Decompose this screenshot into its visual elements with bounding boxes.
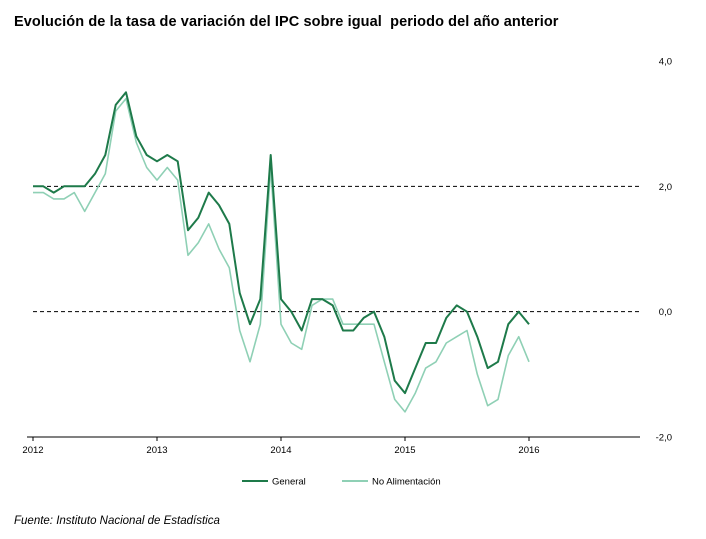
x-tick-label: 2013 (146, 445, 167, 456)
series-lines (33, 91, 530, 413)
y-tick-label: 2,0 (659, 182, 672, 193)
series-line-general (33, 91, 530, 395)
x-axis-tick-labels: 2012 2013 2014 2015 2016 (22, 445, 539, 456)
source-note: Fuente: Instituto Nacional de Estadístic… (14, 515, 220, 527)
chart-title: Evolución de la tasa de variación del IP… (14, 14, 559, 30)
legend-label: General (272, 477, 306, 488)
x-tick-label: 2015 (394, 445, 415, 456)
y-axis-tick-labels: 4,0 2,0 0,0 -2,0 (656, 57, 672, 444)
x-tick-label: 2016 (518, 445, 539, 456)
y-tick-label: 4,0 (659, 57, 672, 68)
axes (27, 436, 640, 441)
y-tick-label: -2,0 (656, 433, 672, 444)
legend: General No Alimentación (242, 477, 441, 488)
series-line-no-alimentacion (33, 97, 530, 413)
y-tick-label: 0,0 (659, 307, 672, 318)
legend-label: No Alimentación (372, 477, 441, 488)
reference-lines (33, 185, 640, 313)
x-tick-label: 2012 (22, 445, 43, 456)
x-tick-label: 2014 (270, 445, 291, 456)
